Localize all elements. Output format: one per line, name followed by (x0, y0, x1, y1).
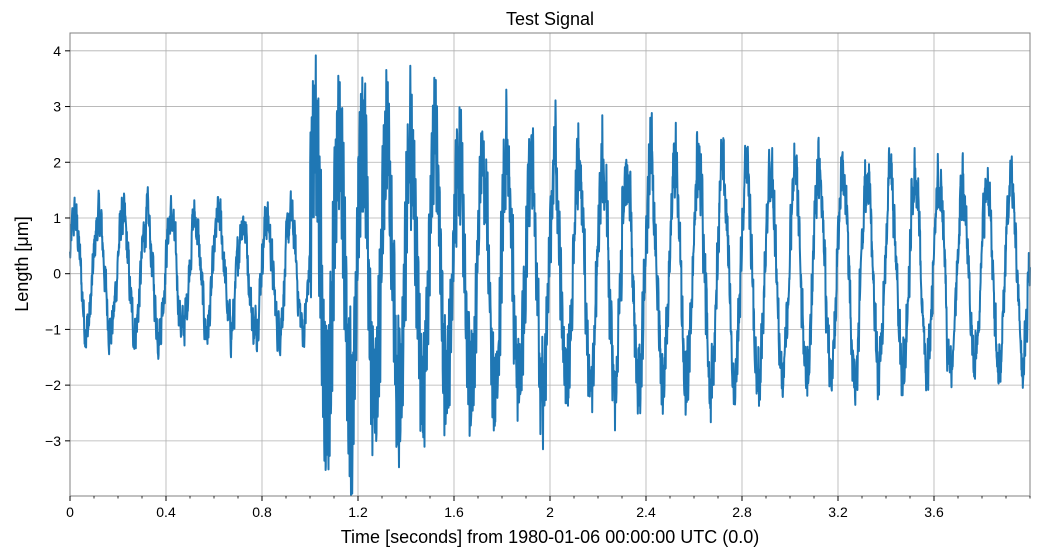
x-tick-label: 0.4 (156, 504, 176, 520)
y-tick-label: −1 (45, 321, 61, 337)
y-tick-label: 1 (53, 210, 61, 226)
x-tick-label: 0 (66, 504, 74, 520)
y-tick-label: 2 (53, 154, 61, 170)
y-tick-label: 0 (53, 266, 61, 282)
y-axis-ticks: −3 −2 −1 0 1 2 3 4 (45, 43, 70, 449)
x-tick-label: 2.8 (732, 504, 752, 520)
x-tick-label: 2.4 (636, 504, 656, 520)
chart-title: Test Signal (506, 9, 594, 29)
x-tick-label: 3.6 (924, 504, 944, 520)
x-tick-label: 1.6 (444, 504, 464, 520)
y-axis-label: Length [μm] (12, 216, 32, 311)
x-axis-label: Time [seconds] from 1980-01-06 00:00:00 … (341, 527, 760, 547)
x-axis-ticks: 0 0.4 0.8 1.2 1.6 2 2.4 2.8 3.2 3.6 (66, 496, 1031, 520)
signal-line (69, 54, 1031, 497)
x-tick-label: 2 (546, 504, 554, 520)
x-tick-label: 1.2 (348, 504, 368, 520)
signal-polyline (69, 54, 1031, 497)
x-tick-label: 0.8 (252, 504, 272, 520)
y-tick-label: 3 (53, 99, 61, 115)
y-tick-label: −3 (45, 433, 61, 449)
y-tick-label: 4 (53, 43, 61, 59)
y-tick-label: −2 (45, 377, 61, 393)
x-tick-label: 3.2 (828, 504, 848, 520)
